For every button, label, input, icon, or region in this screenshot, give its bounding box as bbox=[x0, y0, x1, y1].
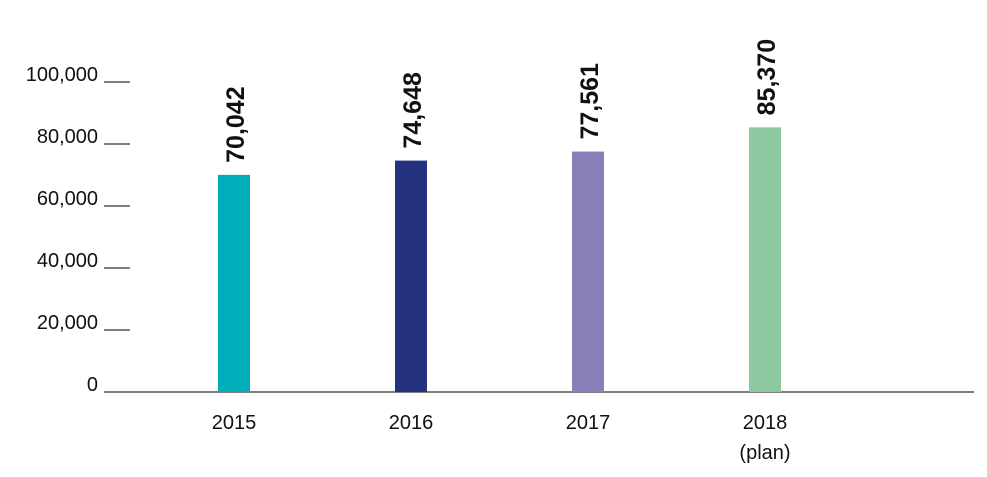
y-tick-label: 0 bbox=[87, 374, 98, 396]
x-tick-label-2015: 2015 bbox=[212, 412, 257, 434]
x-axis: 2015 2016 2017 2018 (plan) bbox=[212, 412, 791, 464]
y-tick-label: 100,000 bbox=[26, 64, 98, 86]
value-label-2018: 85,370 bbox=[753, 39, 781, 115]
bar-2016 bbox=[395, 160, 427, 392]
bar-2018 bbox=[749, 127, 781, 392]
x-tick-sublabel-2018: (plan) bbox=[739, 442, 790, 464]
value-labels: 70,042 74,648 77,561 85,370 bbox=[222, 39, 781, 163]
value-label-2016: 74,648 bbox=[399, 72, 427, 149]
bar-2015 bbox=[218, 174, 250, 392]
y-tick-label: 60,000 bbox=[37, 188, 98, 210]
y-tick-label: 80,000 bbox=[37, 126, 98, 148]
y-tick-label: 20,000 bbox=[37, 312, 98, 334]
y-tick-label: 40,000 bbox=[37, 250, 98, 272]
x-tick-label-2017: 2017 bbox=[566, 412, 611, 434]
bars bbox=[218, 127, 781, 392]
x-tick-label-2016: 2016 bbox=[389, 412, 434, 434]
value-label-2015: 70,042 bbox=[222, 86, 250, 162]
x-tick-label-2018: 2018 bbox=[743, 412, 788, 434]
value-label-2017: 77,561 bbox=[576, 63, 604, 140]
y-axis: 0 20,000 40,000 60,000 80,000 100,000 bbox=[26, 64, 130, 396]
bar-2017 bbox=[572, 151, 604, 392]
